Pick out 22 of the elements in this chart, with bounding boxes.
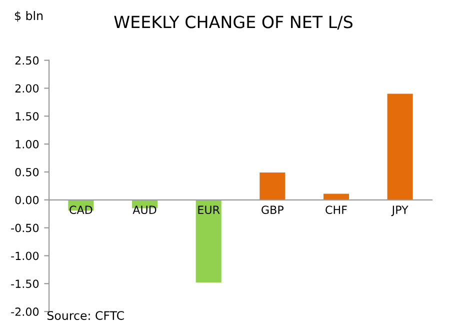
y-tick-label: -1.00 [11,252,39,260]
bar [196,200,222,283]
y-tick-label: -1.50 [11,280,39,288]
y-tick-label: 0.50 [15,168,39,176]
x-tick-label: EUR [198,206,220,214]
y-tick-label: 0.00 [15,196,39,204]
annotation: Source: CFTC [47,311,124,320]
y-tick-label: 1.50 [16,112,39,121]
y-tick-label: -2.00 [11,308,39,316]
bar [323,194,350,200]
x-tick-label: GBP [262,206,284,214]
y-tick-label: 2.50 [15,56,39,65]
bar [260,172,286,200]
y-tick-label: 1.00 [16,140,39,148]
x-tick-label: AUD [132,206,156,214]
y-tick-label: 2.00 [15,84,39,93]
x-tick-label: JPY [391,206,408,216]
y-axis-title: $ bln [14,11,43,22]
y-tick-label: -0.50 [11,224,39,232]
x-tick-label: CHF [326,206,347,214]
chart-title: WEEKLY CHANGE OF NET L/S [114,16,352,30]
bar [387,94,413,200]
